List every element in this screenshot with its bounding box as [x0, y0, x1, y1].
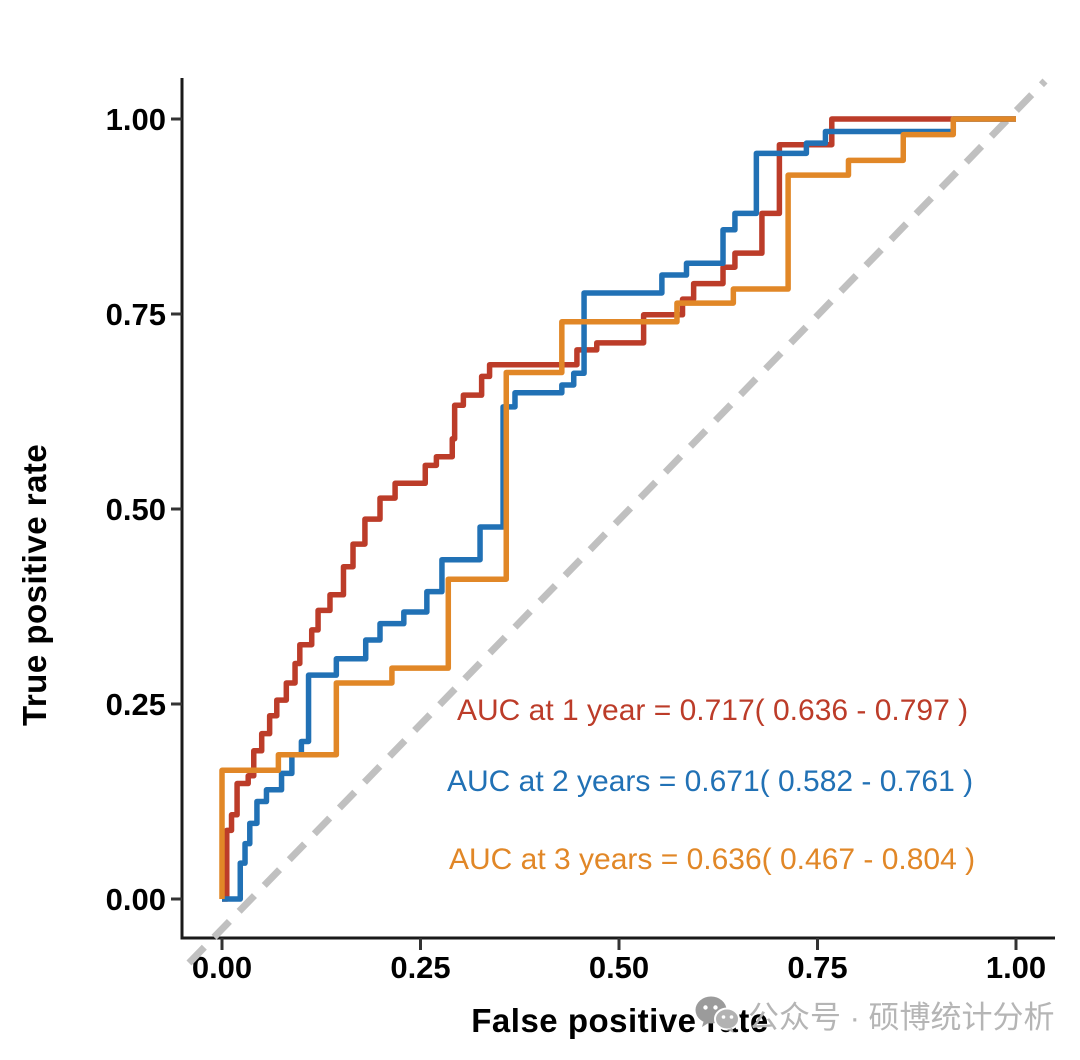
x-tick-label: 0.75: [787, 950, 847, 985]
y-tick-label: 1.00: [106, 102, 166, 137]
y-tick-label: 0.25: [106, 687, 166, 722]
wechat-icon: [695, 996, 740, 1033]
y-axis-title: True positive rate: [16, 443, 53, 727]
roc-curve-1-year: [222, 116, 1016, 902]
roc-curve-3-years: [219, 116, 1016, 899]
watermark: 公众号 · 硕博统计分析: [694, 992, 1055, 1037]
x-tick-label: 1.00: [986, 950, 1046, 985]
y-tick-label: 0.50: [106, 492, 166, 527]
x-tick-label: 0.25: [390, 950, 450, 985]
roc-curve-2-years: [222, 116, 1016, 902]
y-tick-label: 0.75: [106, 297, 166, 332]
x-tick-label: 0.50: [589, 950, 649, 985]
auc-annotation-3-years: AUC at 3 years = 0.636( 0.467 - 0.804 ): [449, 843, 976, 876]
diagonal-reference-line: [186, 78, 1048, 966]
watermark-text: 公众号 · 硕博统计分析: [748, 1000, 1055, 1035]
x-tick-label: 0.00: [192, 950, 252, 985]
auc-annotation-2-years: AUC at 2 years = 0.671( 0.582 - 0.761 ): [447, 765, 974, 798]
auc-annotation-1-year: AUC at 1 year = 0.717( 0.636 - 0.797 ): [457, 694, 969, 727]
y-tick-label: 0.00: [106, 882, 166, 917]
